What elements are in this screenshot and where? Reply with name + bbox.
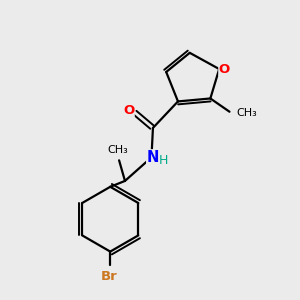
Text: O: O (123, 104, 134, 117)
Text: O: O (219, 62, 230, 76)
Text: Br: Br (100, 270, 117, 283)
Text: CH₃: CH₃ (236, 108, 257, 118)
Text: N: N (147, 150, 159, 165)
Text: CH₃: CH₃ (107, 145, 128, 155)
Text: H: H (159, 154, 169, 167)
